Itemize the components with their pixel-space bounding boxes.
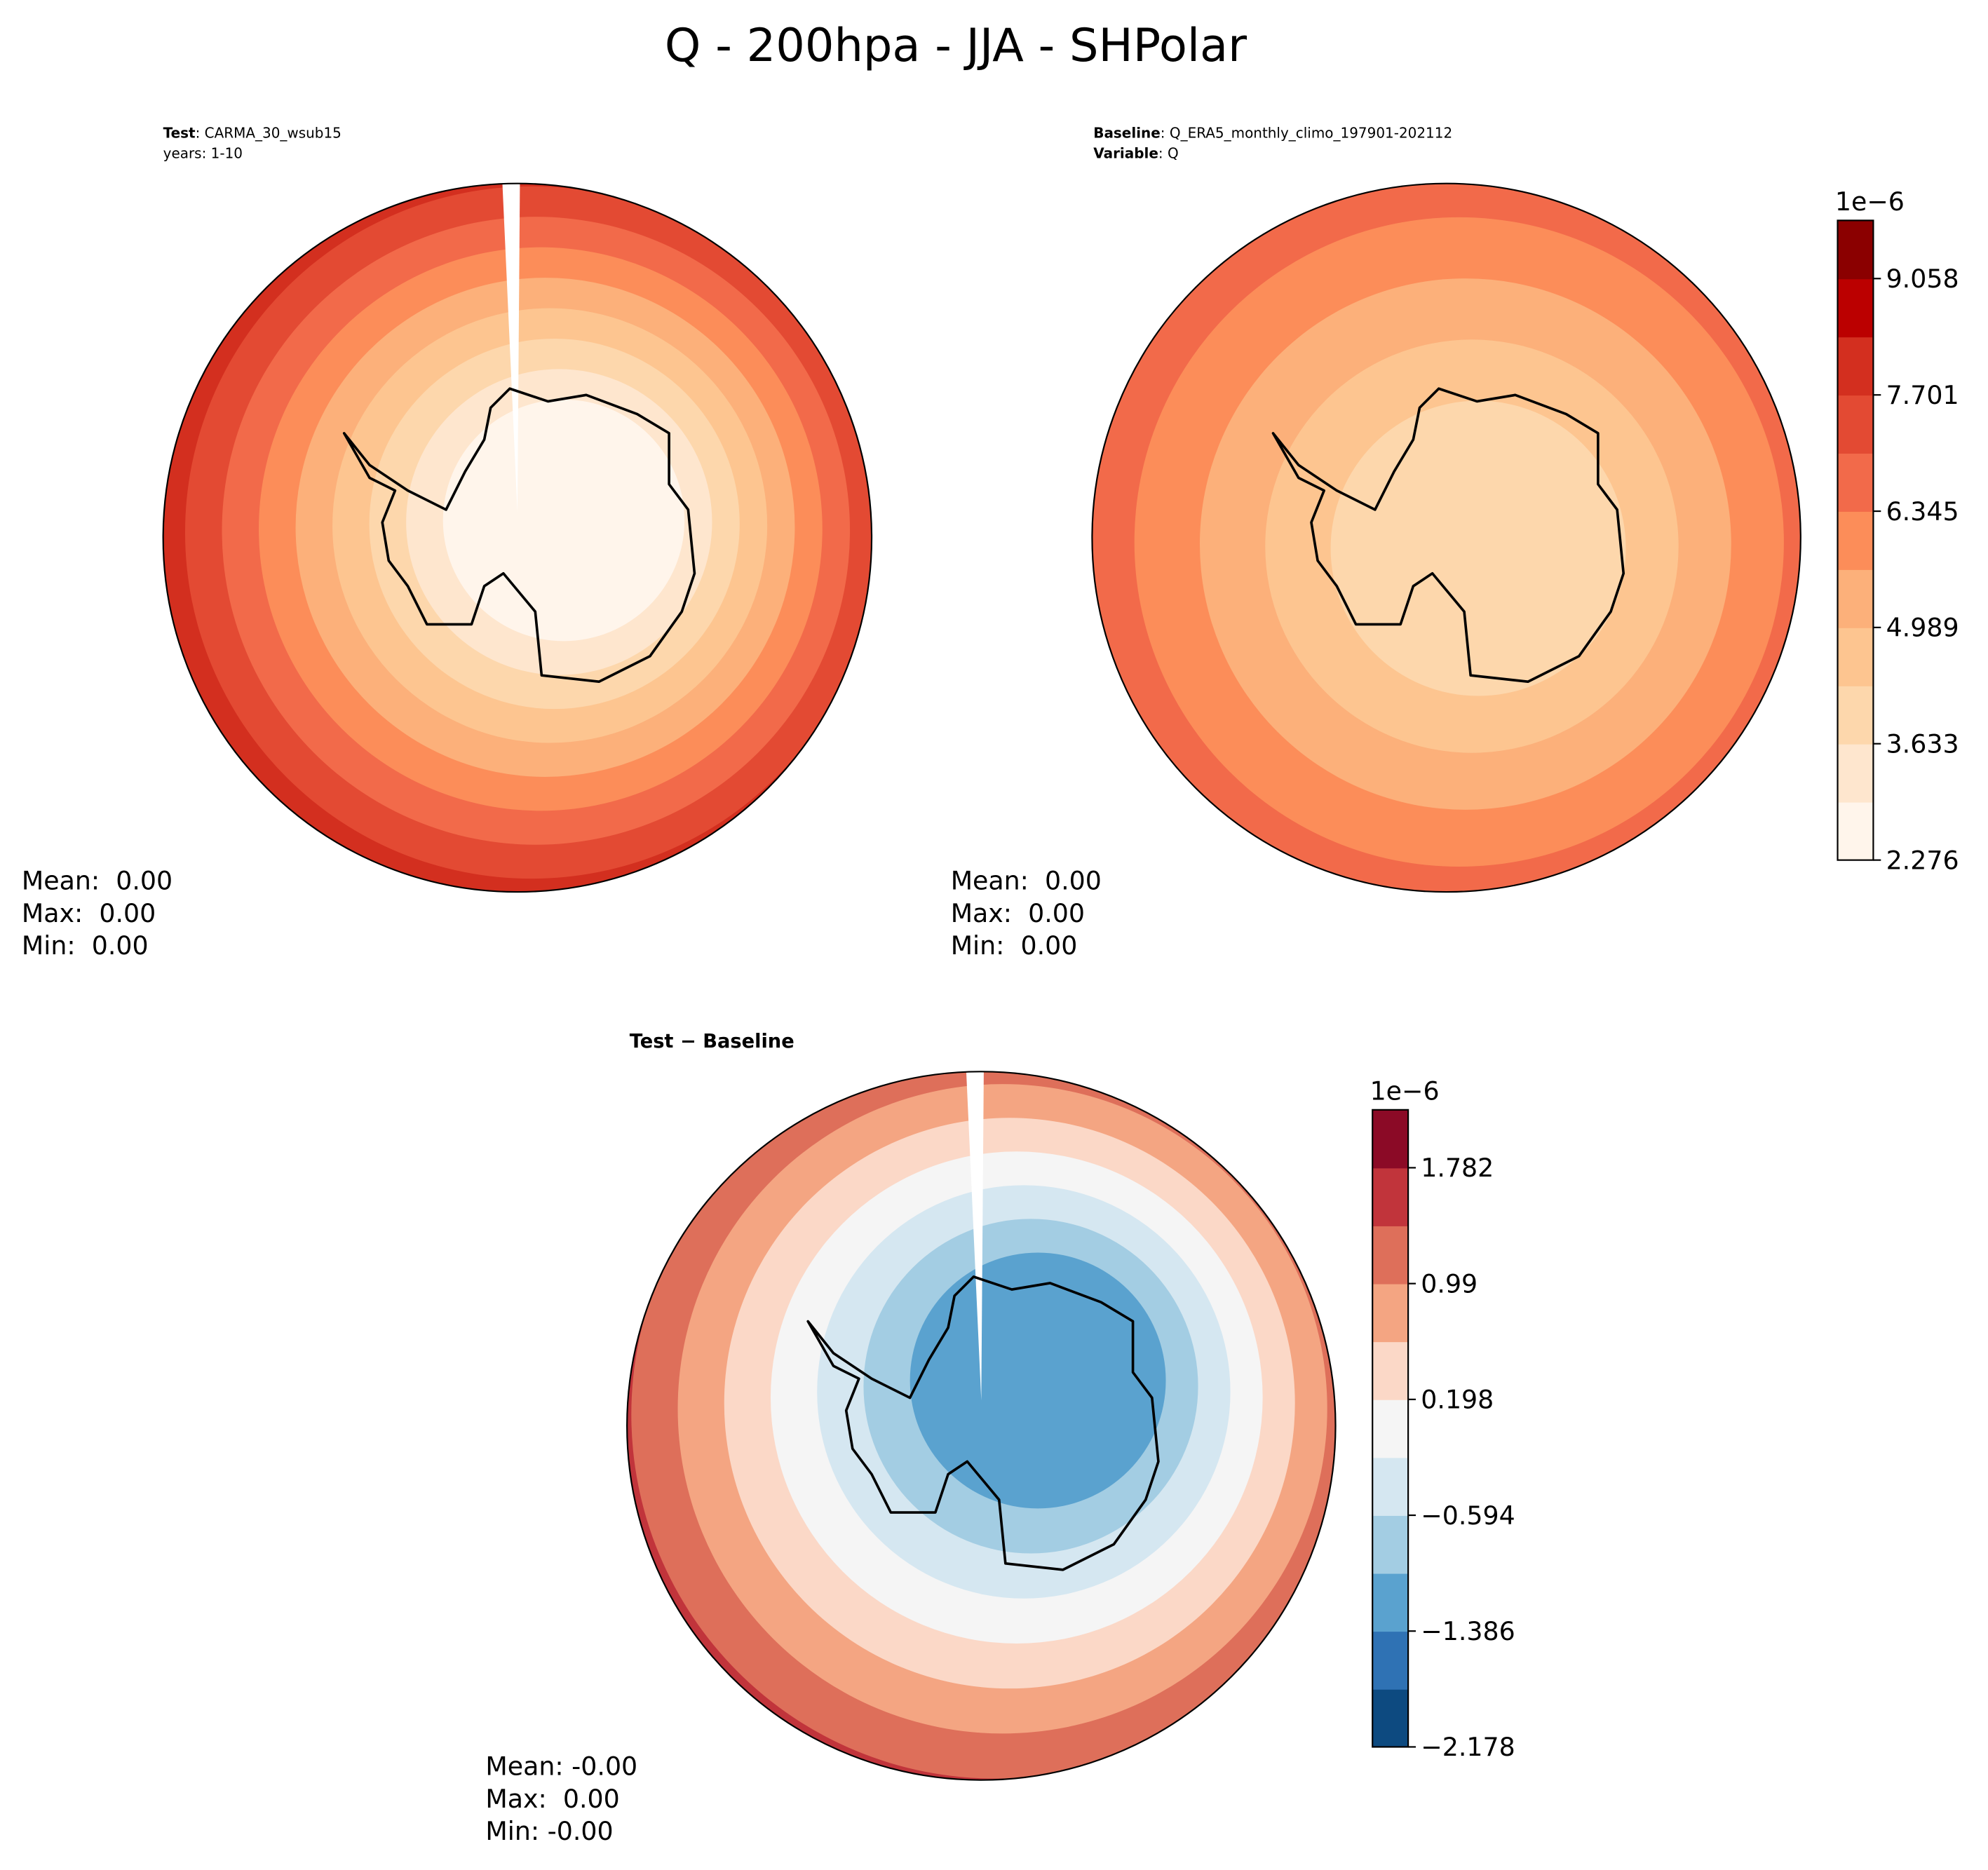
panel-title-value: : Q_ERA5_monthly_climo_197901-202112 xyxy=(1161,124,1452,141)
stat-text: Min: 0.00 xyxy=(951,930,1078,961)
colorbar-band xyxy=(1372,1341,1409,1400)
colorbar-tick-label: −0.594 xyxy=(1421,1500,1515,1531)
colorbar-band xyxy=(1372,1515,1409,1574)
colorbar-band xyxy=(1837,801,1874,861)
stat-text: Max: 0.00 xyxy=(951,898,1085,928)
panel-title: Baseline: Q_ERA5_monthly_climo_197901-20… xyxy=(1093,124,1452,141)
panel-title-bold: Baseline xyxy=(1093,124,1161,141)
stat-text: Max: 0.00 xyxy=(485,1784,619,1814)
colorbar-band xyxy=(1837,743,1874,803)
panel-subtitle: Variable: Q xyxy=(1093,144,1178,161)
panel-subtitle: years: 1-10 xyxy=(163,144,243,161)
colorbar-band xyxy=(1372,1573,1409,1632)
stat-text: Min: -0.00 xyxy=(485,1816,613,1846)
colorbar-tick-label: 4.989 xyxy=(1886,613,1959,643)
coastline xyxy=(1271,387,1625,684)
coastline xyxy=(342,387,696,684)
colorbar-band xyxy=(1837,278,1874,338)
colorbar-tick-label: 1.782 xyxy=(1421,1153,1494,1183)
panel-title-bold: Test − Baseline xyxy=(630,1031,794,1052)
colorbar-band xyxy=(1372,1283,1409,1343)
map-border xyxy=(626,1071,1337,1781)
contour-band xyxy=(1330,400,1626,696)
panel-subtitle-text: years: 1-10 xyxy=(163,144,243,161)
colorbar-band xyxy=(1837,569,1874,628)
colorbar-tick-label: 9.058 xyxy=(1886,264,1959,294)
colorbar-offset: 1e−6 xyxy=(1370,1076,1440,1106)
colorbar-band xyxy=(1372,1631,1409,1690)
colorbar-frame xyxy=(1372,1109,1409,1748)
panel-title: Test: CARMA_30_wsub15 xyxy=(163,124,342,141)
colorbar-band xyxy=(1837,337,1874,396)
colorbar-band xyxy=(1372,1457,1409,1516)
colorbar-band xyxy=(1837,685,1874,745)
colorbar-band xyxy=(1837,220,1874,280)
colorbar-band xyxy=(1372,1167,1409,1226)
colorbar-band xyxy=(1372,1226,1409,1285)
colorbar-band xyxy=(1372,1399,1409,1458)
panel-subtitle-value: : Q xyxy=(1158,144,1179,161)
colorbar-band xyxy=(1372,1109,1409,1169)
figure-title: Q - 200hpa - JJA - SHPolar xyxy=(665,19,1247,72)
panel-subtitle-text: Variable xyxy=(1093,144,1158,161)
stat-text: Min: 0.00 xyxy=(22,930,149,961)
stat-text: Mean: 0.00 xyxy=(22,865,173,895)
colorbar-tick-label: 7.701 xyxy=(1886,380,1959,410)
colorbar-tick-label: −1.386 xyxy=(1421,1616,1515,1646)
colorbar-tick-label: 6.345 xyxy=(1886,496,1959,527)
panel-title-value: : CARMA_30_wsub15 xyxy=(196,124,342,141)
colorbar-tick-label: 0.99 xyxy=(1421,1268,1478,1299)
contour-band xyxy=(910,1252,1166,1509)
colorbar-band xyxy=(1837,395,1874,454)
colorbar-band xyxy=(1837,511,1874,570)
stat-text: Mean: -0.00 xyxy=(485,1751,637,1781)
map xyxy=(627,1071,1336,1780)
map xyxy=(163,183,872,893)
stat-text: Mean: 0.00 xyxy=(951,865,1102,895)
colorbar-offset: 1e−6 xyxy=(1835,187,1905,217)
panel-title-bold: Test xyxy=(163,124,196,141)
panel-title: Test − Baseline xyxy=(630,1031,794,1052)
contour-band xyxy=(442,399,685,642)
colorbar-tick-label: 0.198 xyxy=(1421,1385,1494,1415)
map-border xyxy=(1091,182,1801,893)
colorbar-frame xyxy=(1837,219,1874,861)
colorbar-band xyxy=(1372,1688,1409,1748)
map-border xyxy=(162,182,873,893)
colorbar-tick-label: −2.178 xyxy=(1421,1732,1515,1762)
coastline xyxy=(806,1275,1160,1571)
data-gap xyxy=(966,1071,984,1401)
colorbar-band xyxy=(1837,453,1874,512)
colorbar-band xyxy=(1837,627,1874,686)
stat-text: Max: 0.00 xyxy=(22,898,156,928)
map xyxy=(1092,183,1801,893)
data-gap xyxy=(502,183,520,513)
colorbar-tick-label: 2.276 xyxy=(1886,845,1959,875)
colorbar-tick-label: 3.633 xyxy=(1886,729,1959,759)
